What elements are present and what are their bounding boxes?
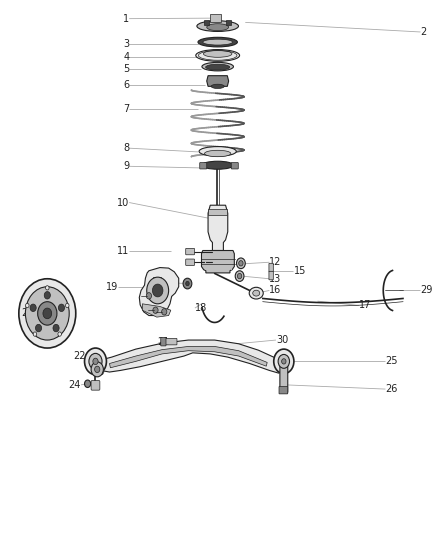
Circle shape — [183, 278, 192, 289]
Ellipse shape — [202, 62, 233, 71]
Text: 18: 18 — [195, 303, 207, 313]
Text: 17: 17 — [359, 301, 371, 310]
Text: 19: 19 — [106, 282, 118, 292]
Ellipse shape — [203, 39, 233, 45]
Circle shape — [30, 304, 36, 311]
Text: 8: 8 — [123, 143, 129, 153]
Circle shape — [43, 308, 52, 319]
Circle shape — [44, 292, 50, 299]
Circle shape — [282, 359, 286, 364]
Text: 22: 22 — [73, 351, 85, 361]
Ellipse shape — [202, 161, 233, 169]
Ellipse shape — [249, 287, 263, 299]
Text: 4: 4 — [123, 52, 129, 62]
Circle shape — [38, 302, 57, 325]
Text: 13: 13 — [269, 274, 282, 284]
FancyBboxPatch shape — [210, 14, 221, 22]
Text: 21: 21 — [158, 337, 170, 347]
Text: 26: 26 — [385, 384, 398, 394]
Circle shape — [186, 281, 189, 286]
FancyBboxPatch shape — [204, 20, 209, 25]
Circle shape — [153, 307, 158, 313]
Text: 11: 11 — [117, 246, 129, 255]
Circle shape — [58, 332, 61, 336]
FancyBboxPatch shape — [161, 337, 166, 346]
Text: 2: 2 — [420, 27, 427, 37]
Circle shape — [66, 303, 69, 308]
Text: 14: 14 — [152, 278, 164, 287]
Ellipse shape — [203, 50, 232, 57]
Text: 25: 25 — [385, 357, 398, 366]
FancyBboxPatch shape — [279, 386, 288, 394]
Text: 28: 28 — [93, 367, 105, 377]
FancyBboxPatch shape — [208, 209, 227, 215]
Circle shape — [33, 332, 37, 336]
Polygon shape — [207, 76, 229, 86]
Circle shape — [278, 354, 290, 368]
FancyBboxPatch shape — [186, 259, 194, 265]
FancyBboxPatch shape — [200, 163, 207, 169]
Ellipse shape — [199, 147, 237, 156]
Text: 9: 9 — [123, 161, 129, 171]
Circle shape — [93, 358, 98, 365]
Ellipse shape — [198, 37, 237, 47]
Circle shape — [85, 348, 106, 375]
Text: 1: 1 — [123, 14, 129, 23]
FancyBboxPatch shape — [231, 163, 238, 169]
Text: 3: 3 — [123, 39, 129, 49]
Polygon shape — [95, 340, 285, 373]
Polygon shape — [201, 251, 234, 273]
FancyBboxPatch shape — [280, 364, 288, 393]
Ellipse shape — [206, 64, 230, 70]
Circle shape — [147, 277, 169, 304]
Circle shape — [237, 273, 242, 279]
Circle shape — [239, 261, 243, 266]
FancyBboxPatch shape — [163, 338, 177, 345]
Circle shape — [46, 286, 49, 290]
Text: 30: 30 — [276, 335, 288, 345]
Circle shape — [162, 309, 167, 315]
Text: 24: 24 — [69, 380, 81, 390]
FancyBboxPatch shape — [91, 381, 100, 390]
Text: 20: 20 — [21, 309, 33, 318]
Text: 12: 12 — [269, 257, 282, 267]
Circle shape — [25, 287, 69, 340]
Circle shape — [35, 325, 42, 332]
Circle shape — [274, 349, 294, 374]
Circle shape — [91, 362, 103, 377]
Text: 7: 7 — [123, 104, 129, 114]
Circle shape — [53, 325, 59, 332]
Text: 5: 5 — [123, 64, 129, 74]
Ellipse shape — [211, 84, 224, 88]
Polygon shape — [139, 268, 179, 316]
Ellipse shape — [196, 50, 240, 61]
Ellipse shape — [205, 150, 231, 157]
Circle shape — [237, 258, 245, 269]
Circle shape — [89, 353, 102, 369]
FancyBboxPatch shape — [269, 263, 273, 272]
FancyBboxPatch shape — [226, 20, 231, 25]
Polygon shape — [142, 304, 171, 317]
Circle shape — [235, 271, 244, 281]
Circle shape — [85, 380, 91, 387]
FancyBboxPatch shape — [269, 271, 273, 280]
Circle shape — [152, 284, 163, 297]
Text: 29: 29 — [420, 286, 433, 295]
Polygon shape — [110, 346, 267, 368]
Circle shape — [58, 304, 64, 311]
Circle shape — [25, 303, 29, 308]
Text: 10: 10 — [117, 198, 129, 207]
Text: 15: 15 — [293, 266, 306, 276]
Circle shape — [95, 366, 100, 373]
Ellipse shape — [207, 24, 229, 31]
Ellipse shape — [253, 290, 260, 296]
Polygon shape — [208, 205, 228, 251]
FancyBboxPatch shape — [186, 248, 194, 255]
Circle shape — [19, 279, 76, 348]
Text: 16: 16 — [269, 286, 282, 295]
Ellipse shape — [197, 21, 238, 31]
Text: 6: 6 — [123, 80, 129, 90]
Circle shape — [146, 293, 152, 299]
